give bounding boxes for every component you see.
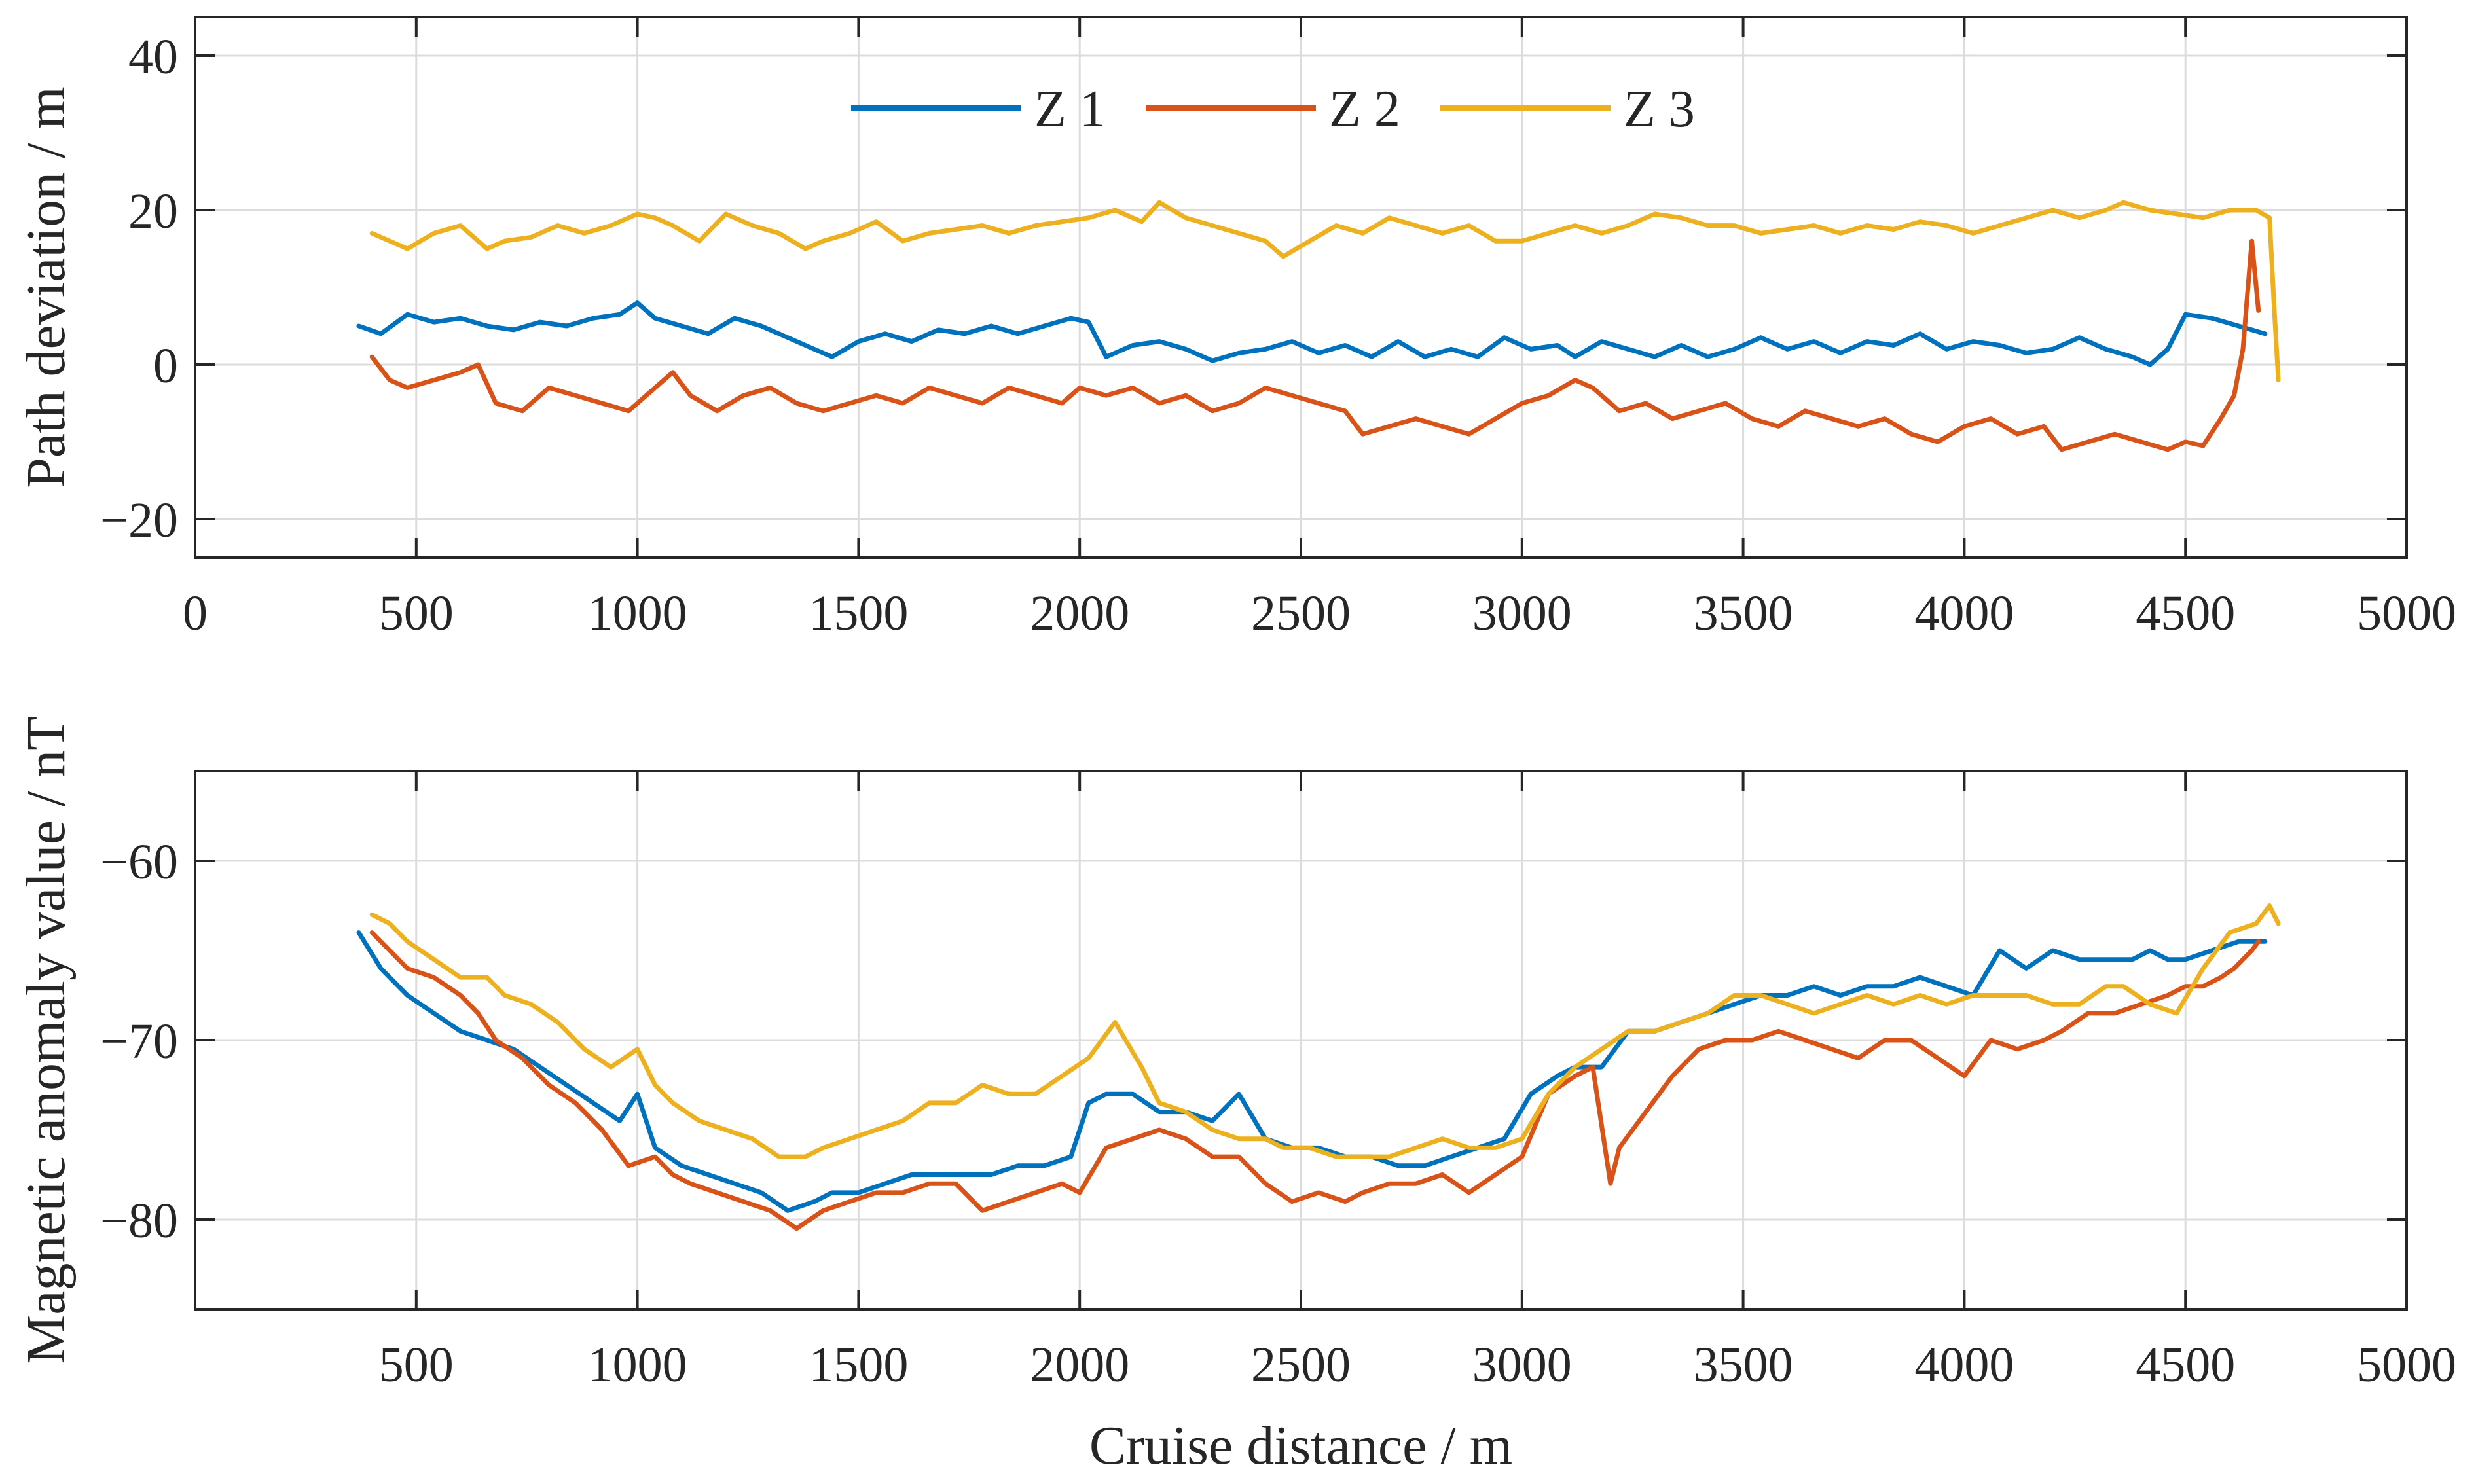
x-tick-label: 2000 <box>1030 586 1129 641</box>
x-tick-label: 3500 <box>1694 1337 1793 1392</box>
y-tick-label: −80 <box>100 1193 178 1248</box>
y-tick-label: −20 <box>100 493 178 548</box>
path-deviation-panel: 0 500 1000 1500 2000 2500 3000 3500 4000 4500 5000… <box>16 16 2456 641</box>
x-tick-label: 1000 <box>588 586 687 641</box>
x-tick-label: 1000 <box>588 1337 687 1392</box>
x-tick-label: 500 <box>379 1337 454 1392</box>
x-axis-label: Cruise distance / m <box>1089 1415 1512 1476</box>
series-line-z1 <box>356 300 2268 367</box>
x-tick-label: 4000 <box>1914 1337 2014 1392</box>
legend-label-z2: Z 2 <box>1329 81 1400 138</box>
legend-label-z1: Z 1 <box>1034 81 1106 138</box>
y-tick-label: 0 <box>153 338 178 393</box>
legend: Z 1 Z 2 Z 3 <box>851 81 1695 138</box>
y-axis-label: Magnetic anomaly value / nT <box>16 716 77 1364</box>
magnetic-anomaly-panel: 500 1000 1500 2000 2500 3000 3500 4000 4500 5000 −… <box>16 716 2456 1476</box>
x-tick-label: 3000 <box>1472 586 1572 641</box>
series-line-z2 <box>369 930 2261 1231</box>
x-tick-label: 1500 <box>809 1337 908 1392</box>
x-tick-label: 500 <box>379 586 454 641</box>
x-tick-label: 0 <box>183 586 208 641</box>
x-tick-label: 3500 <box>1694 586 1793 641</box>
x-tick-label: 5000 <box>2357 1337 2456 1392</box>
series-line-z2 <box>369 238 2261 452</box>
x-tick-label: 1500 <box>809 586 908 641</box>
x-tick-label: 4000 <box>1914 586 2014 641</box>
x-tick-label: 2500 <box>1251 1337 1351 1392</box>
legend-label-z3: Z 3 <box>1624 81 1695 138</box>
x-tick-label: 4500 <box>2136 586 2235 641</box>
y-tick-label: 20 <box>128 184 178 239</box>
series-line-z3 <box>369 903 2281 1159</box>
y-tick-label: −70 <box>100 1014 178 1069</box>
series-line-z3 <box>369 200 2281 383</box>
y-tick-label: −60 <box>100 835 178 890</box>
x-tick-label: 2000 <box>1030 1337 1129 1392</box>
y-tick-label: 40 <box>128 29 178 84</box>
x-tick-label: 3000 <box>1472 1337 1572 1392</box>
x-tick-label: 2500 <box>1251 586 1351 641</box>
x-tick-label: 4500 <box>2136 1337 2235 1392</box>
x-tick-label: 5000 <box>2357 586 2456 641</box>
grid <box>195 771 2407 1309</box>
y-axis-label: Path deviation / m <box>16 86 77 488</box>
